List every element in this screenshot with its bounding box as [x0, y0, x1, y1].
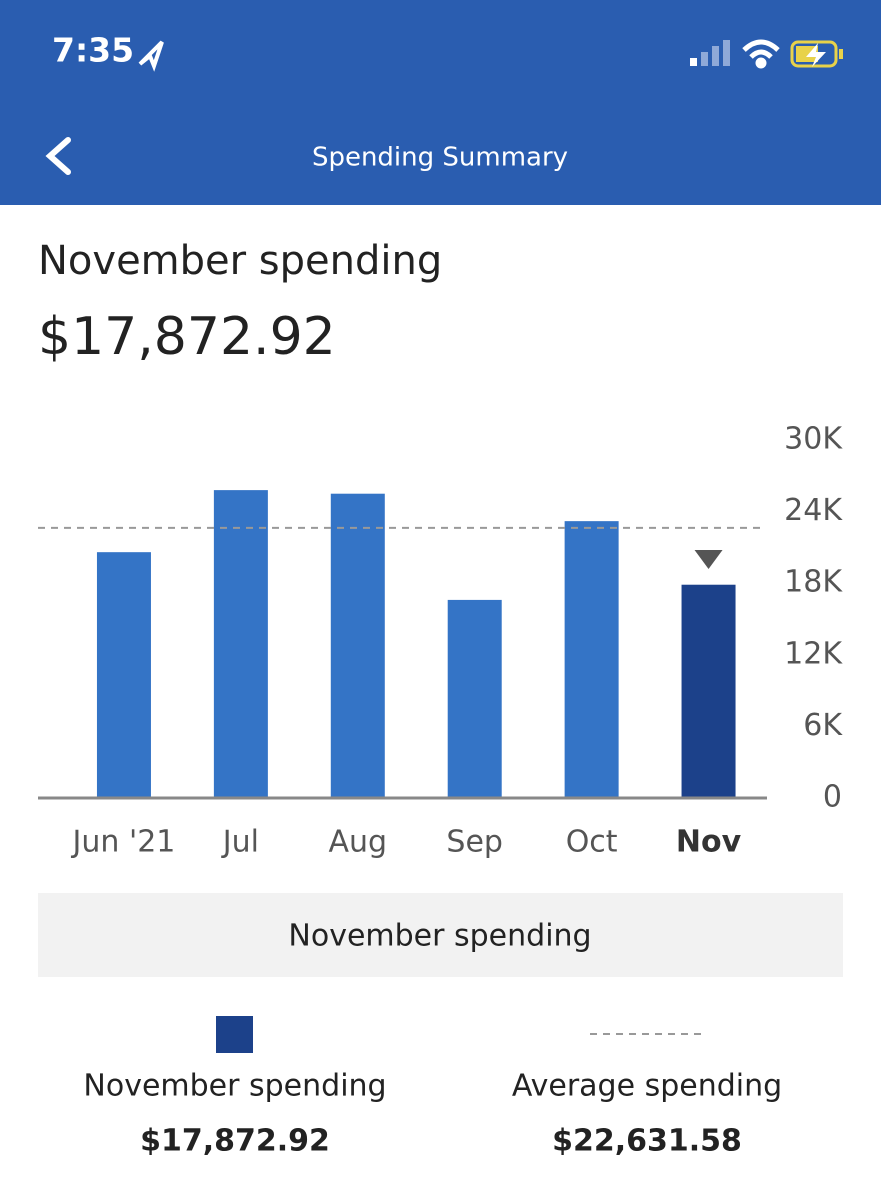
status-time: 7:35: [52, 31, 134, 70]
wifi-icon: [742, 39, 780, 69]
bar: [681, 584, 736, 798]
y-tick-label: 0: [823, 780, 842, 815]
x-tick-label: Sep: [446, 825, 503, 860]
x-tick-label: Nov: [676, 825, 742, 860]
signal-icon: [690, 40, 730, 66]
bar: [213, 490, 268, 798]
bar: [96, 552, 151, 798]
y-tick-label: 12K: [784, 636, 843, 671]
y-tick-label: 30K: [784, 422, 843, 457]
y-tick-label: 18K: [784, 565, 843, 600]
y-tick-label: 24K: [784, 493, 843, 528]
legend-header: [38, 893, 843, 977]
header-title: Spending Summary: [312, 143, 568, 173]
summary-amount: $17,872.92: [38, 307, 336, 367]
x-tick-label: Jul: [221, 825, 259, 860]
legend-value: $17,872.92: [140, 1124, 330, 1159]
legend-label: Average spending: [512, 1069, 782, 1104]
location-icon: [138, 40, 164, 72]
bar: [447, 599, 502, 798]
y-tick-label: 6K: [803, 708, 843, 743]
app-header: [0, 0, 881, 205]
legend-swatch: [216, 1016, 253, 1053]
back-button[interactable]: [45, 137, 71, 175]
legend-label: November spending: [83, 1069, 386, 1104]
x-tick-label: Jun '21: [71, 825, 176, 860]
battery-icon: [790, 40, 843, 68]
x-tick-label: Oct: [566, 825, 618, 860]
legend-title: November spending: [288, 919, 591, 954]
bar: [564, 521, 619, 798]
bar: [330, 493, 385, 798]
selected-marker: [694, 550, 723, 569]
x-tick-label: Aug: [328, 825, 387, 860]
summary-title: November spending: [38, 238, 442, 284]
legend-value: $22,631.58: [552, 1124, 742, 1159]
